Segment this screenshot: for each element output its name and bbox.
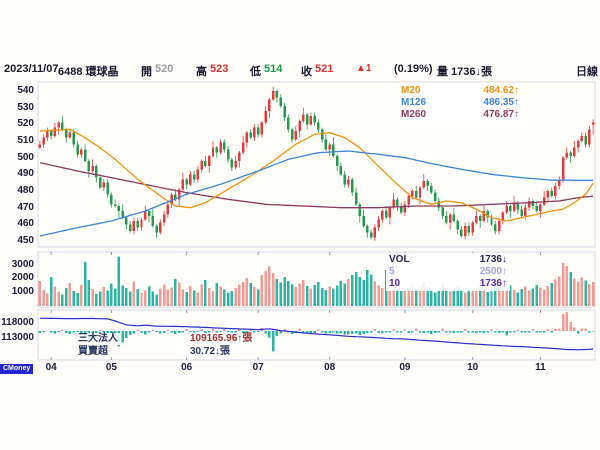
- inst-holdings-value: 109165.96↑張: [188, 333, 255, 345]
- date-label: 2023/11/07: [4, 63, 59, 75]
- price-axis-label: 490: [17, 168, 34, 180]
- volume-readout: 量 1736↓張: [437, 66, 493, 78]
- vol-ma10-label: 10: [389, 278, 401, 289]
- vol-value: 1736↓: [479, 254, 507, 265]
- price-axis-label: 470: [17, 201, 34, 213]
- vol-ma5-row: 5 2500↑: [389, 266, 507, 278]
- change-badge: ▲1: [356, 63, 372, 74]
- low-value: 514: [264, 63, 283, 75]
- ma260-row: M260 476.87↑: [401, 109, 519, 121]
- inst-panel-label-line1: 三大法人: [76, 333, 120, 345]
- volume-axis-label: 1000: [11, 286, 34, 298]
- ma260-label: M260: [401, 109, 427, 120]
- ma-legend: M20 484.62↑ M126 486.35↑ M260 476.87↑: [398, 84, 522, 122]
- volume-axis-label: 3000: [11, 258, 34, 270]
- vol-ma5-value: 2500↑: [479, 266, 507, 277]
- x-axis-label: 06: [181, 362, 193, 373]
- ma260-value: 476.87↑: [483, 109, 519, 120]
- inst-axis-label: 118000: [1, 316, 34, 328]
- price-axis-label: 480: [17, 185, 34, 196]
- x-axis-label: 09: [399, 362, 411, 373]
- stock-symbol: 6488 環球晶: [58, 66, 119, 78]
- volume-axis-label: 2000: [11, 272, 34, 284]
- price-axis-label: 540: [17, 85, 34, 96]
- ma126-row: M126 486.35↑: [401, 97, 519, 109]
- x-axis-label: 08: [324, 362, 336, 373]
- ma126-value: 486.35↑: [483, 97, 519, 108]
- vol-ma5-label: 5: [389, 266, 395, 277]
- high-label: 高: [196, 66, 207, 78]
- inst-netbuy-value: 30.72↓張: [188, 346, 233, 358]
- vol-ma10-value: 1736↑: [479, 278, 507, 289]
- vol-row: VOL 1736↓: [389, 254, 507, 266]
- watermark-logo: CMoney: [0, 364, 34, 374]
- low-label: 低: [250, 66, 261, 78]
- ma126-label: M126: [401, 97, 427, 108]
- change-percent: (0.19%): [394, 63, 433, 75]
- open-label: 開: [141, 66, 152, 78]
- x-axis-label: 05: [105, 362, 117, 373]
- price-axis-label: 520: [17, 118, 34, 130]
- price-axis-label: 500: [17, 151, 34, 163]
- open-value: 520: [155, 63, 174, 75]
- vol-ma10-row: 10 1736↑: [389, 278, 507, 290]
- timeframe-label[interactable]: 日線: [576, 66, 598, 78]
- inst-axis-label: 113000: [1, 331, 34, 343]
- high-value: 523: [210, 63, 229, 75]
- x-axis-label: 04: [45, 362, 57, 373]
- ma20-row: M20 484.62↑: [401, 85, 519, 97]
- x-axis-label: 10: [467, 362, 479, 373]
- price-axis-label: 530: [17, 101, 34, 113]
- close-label: 收: [301, 66, 312, 78]
- x-axis-label: 07: [252, 362, 264, 373]
- volume-legend: VOL 1736↓ 5 2500↑ 10 1736↑: [386, 253, 510, 291]
- x-axis-label: 11: [535, 362, 546, 373]
- ma20-value: 484.62↑: [483, 85, 519, 96]
- inst-panel-label-line2: 買賣超: [76, 346, 110, 358]
- price-axis-label: 460: [17, 218, 34, 230]
- vol-label: VOL: [389, 254, 410, 265]
- close-value: 521: [315, 63, 334, 75]
- price-axis-label: 450: [17, 235, 34, 246]
- price-axis-label: 510: [17, 135, 34, 146]
- ma20-label: M20: [401, 85, 421, 96]
